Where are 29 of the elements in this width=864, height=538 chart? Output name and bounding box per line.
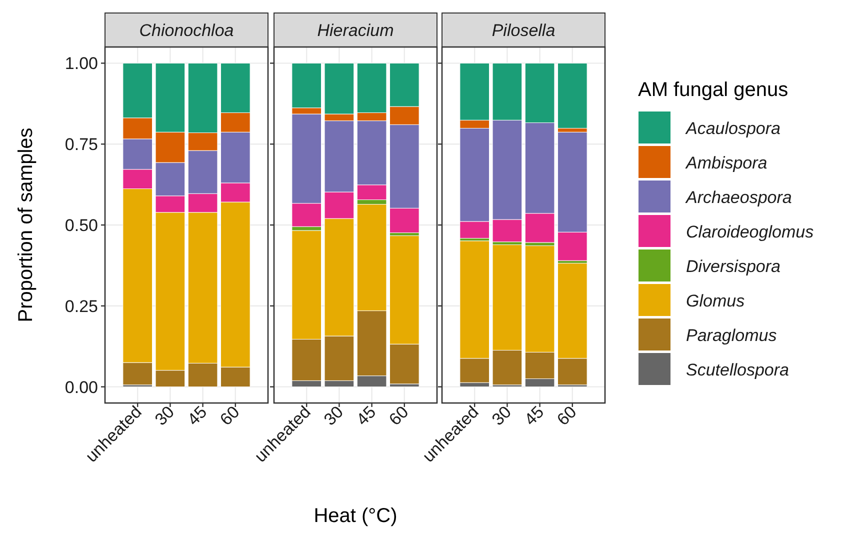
y-tick-label: 0.50	[64, 216, 98, 235]
y-axis-title: Proportion of samples	[15, 128, 37, 322]
chart-title: Hieracium	[317, 21, 394, 40]
legend-label: Glomus	[686, 292, 746, 310]
x-tick-label: 30	[488, 402, 516, 430]
y-tick-label: 0.75	[64, 135, 98, 154]
x-tick-label: 30	[151, 402, 178, 430]
x-tick-label: 45	[184, 402, 211, 430]
legend-label: Paraglomus	[686, 326, 778, 345]
y-tick-label: 0.00	[64, 378, 98, 397]
chart-title: Pilosella	[492, 21, 556, 40]
x-tick-label: 60	[385, 402, 412, 430]
legend-label: Archaeospora	[685, 188, 792, 207]
legend-label: Claroideoglomus	[686, 222, 814, 242]
x-tick-label: 30	[320, 402, 348, 430]
legend-label: Diversispora	[686, 257, 780, 276]
chart-title: Chionochloa	[139, 21, 234, 40]
legend-label: Acaulospora	[685, 119, 781, 138]
legend-label: Ambispora	[685, 154, 768, 172]
y-tick-label: 0.25	[64, 296, 98, 316]
x-tick-label: 60	[553, 402, 580, 430]
legend-label: Scutellospora	[686, 360, 790, 380]
x-axis-title: Heat (°C)	[314, 505, 398, 527]
x-tick-label: 60	[216, 402, 244, 430]
y-tick-label: 1.00	[64, 54, 98, 74]
x-tick-label: 45	[520, 402, 548, 430]
legend-title: AM fungal genus	[638, 79, 788, 101]
x-tick-label: 45	[352, 402, 380, 430]
bar	[557, 62, 588, 128]
